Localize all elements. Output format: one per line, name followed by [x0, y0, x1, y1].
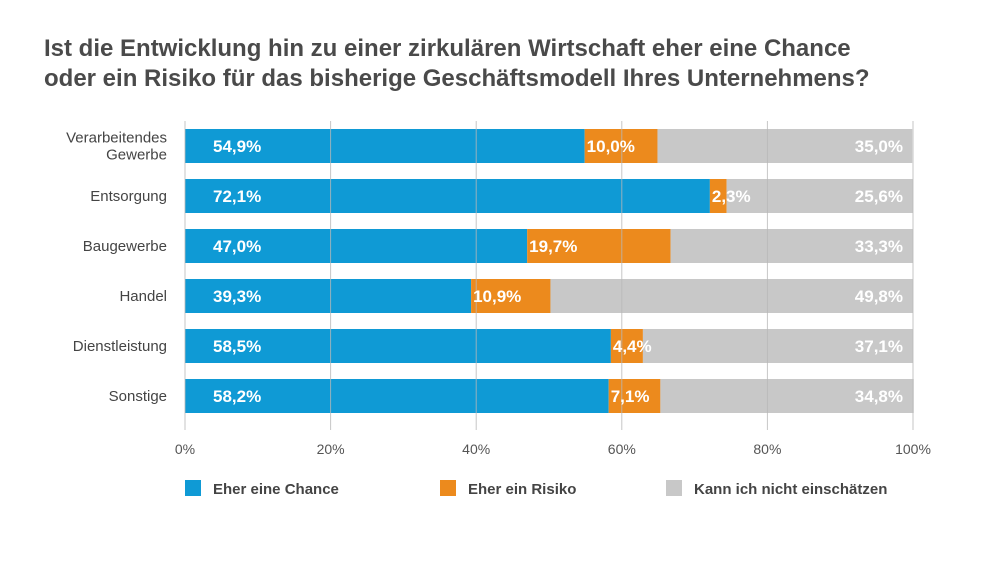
- category-label-2: Entsorgung: [90, 188, 167, 205]
- bar-2-5: [610, 329, 643, 363]
- bar-3-3: [670, 229, 913, 263]
- x-tick-label-1: 20%: [317, 441, 345, 457]
- value-label-3-2: 25,6%: [855, 187, 903, 206]
- value-label-2-4: 10,9%: [473, 287, 521, 306]
- bar-2-1: [584, 129, 658, 163]
- value-label-3-3: 33,3%: [855, 237, 903, 256]
- x-tick-label-3: 60%: [608, 441, 636, 457]
- bar-2-6: [608, 379, 661, 413]
- bar-2-4: [471, 279, 551, 313]
- value-label-1-3: 47,0%: [213, 237, 261, 256]
- legend-label-1: Eher eine Chance: [213, 481, 339, 498]
- bar-1-4: [185, 279, 472, 313]
- bar-1-3: [185, 229, 528, 263]
- bar-3-6: [660, 379, 914, 413]
- value-label-1-4: 39,3%: [213, 287, 261, 306]
- x-tick-label-5: 100%: [895, 441, 931, 457]
- chart-title-line-2: oder ein Risiko für das bisherige Geschä…: [44, 65, 870, 92]
- value-label-3-1: 35,0%: [855, 137, 903, 156]
- category-label-6: Sonstige: [109, 388, 167, 405]
- legend-label-3: Kann ich nicht einschätzen: [694, 481, 887, 498]
- bar-1-1: [185, 129, 585, 163]
- value-label-1-5: 58,5%: [213, 337, 261, 356]
- category-label-4: Handel: [119, 288, 167, 305]
- bar-1-5: [185, 329, 611, 363]
- value-label-2-6: 7,1%: [611, 387, 650, 406]
- bar-3-1: [657, 129, 913, 163]
- chart-title: Ist die Entwicklung hin zu einer zirkulä…: [44, 34, 964, 94]
- category-label-1-1: Verarbeitendes: [66, 130, 167, 147]
- chart-title-line-1: Ist die Entwicklung hin zu einer zirkulä…: [44, 35, 851, 62]
- x-tick-label-0: 0%: [175, 441, 195, 457]
- value-label-1-6: 58,2%: [213, 387, 261, 406]
- bar-2-3: [527, 229, 671, 263]
- legend-swatch-2: [440, 480, 456, 496]
- bar-2-2: [709, 179, 727, 213]
- category-label-5: Dienstleistung: [73, 338, 167, 355]
- value-label-3-6: 34,8%: [855, 387, 903, 406]
- bar-3-2: [726, 179, 913, 213]
- legend-label-2: Eher ein Risiko: [468, 481, 576, 498]
- bar-3-5: [642, 329, 913, 363]
- bar-1-2: [185, 179, 710, 213]
- value-label-3-5: 37,1%: [855, 337, 903, 356]
- bar-1-6: [185, 379, 609, 413]
- legend-swatch-1: [185, 480, 201, 496]
- category-label-3: Baugewerbe: [83, 238, 167, 255]
- legend-swatch-3: [666, 480, 682, 496]
- value-label-3-4: 49,8%: [855, 287, 903, 306]
- value-label-1-1: 54,9%: [213, 137, 261, 156]
- value-label-2-2: 2,3%: [712, 187, 751, 206]
- bar-3-4: [550, 279, 913, 313]
- value-label-2-3: 19,7%: [529, 237, 577, 256]
- x-tick-label-4: 80%: [753, 441, 781, 457]
- x-tick-label-2: 40%: [462, 441, 490, 457]
- value-label-2-5: 4,4%: [613, 337, 652, 356]
- value-label-2-1: 10,0%: [587, 137, 635, 156]
- category-label-1-2: Gewerbe: [106, 147, 167, 164]
- value-label-1-2: 72,1%: [213, 187, 261, 206]
